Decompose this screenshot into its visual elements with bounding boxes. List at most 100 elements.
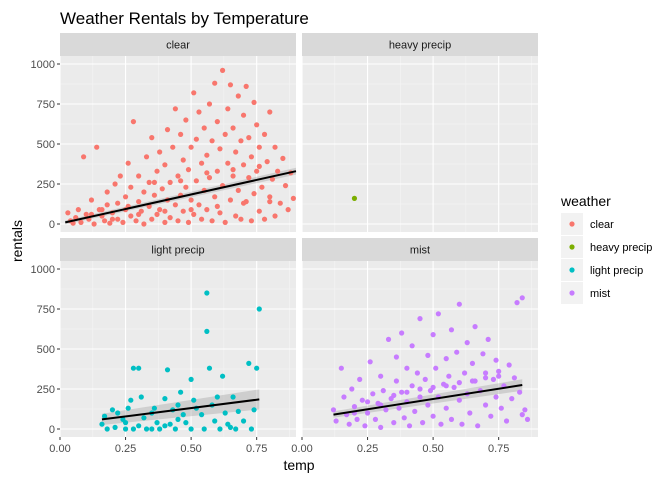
data-point (157, 207, 163, 213)
legend-label: mist (590, 288, 610, 300)
data-point (267, 109, 273, 115)
y-tick-label: 250 (37, 179, 55, 191)
data-point (206, 365, 213, 371)
y-tick-label: 750 (37, 304, 55, 316)
data-point (162, 208, 168, 214)
data-point (251, 99, 257, 105)
data-point (243, 83, 249, 89)
legend-item: mist (561, 282, 610, 304)
data-point (346, 421, 352, 427)
data-point (496, 368, 502, 374)
data-point (122, 194, 129, 200)
data-point (235, 408, 241, 414)
y-tick-label: 1000 (31, 264, 55, 276)
data-point (490, 376, 497, 382)
x-axis-title: temp (283, 457, 314, 473)
data-point (254, 365, 260, 371)
data-point (362, 423, 368, 429)
legend-item: light precip (561, 259, 643, 281)
data-point (372, 416, 379, 422)
data-point (391, 392, 397, 398)
data-point (154, 420, 160, 426)
data-point (222, 410, 228, 416)
data-point (175, 416, 181, 422)
data-point (285, 207, 291, 213)
data-point (188, 426, 194, 432)
data-point (115, 410, 121, 416)
data-point (256, 208, 262, 214)
facet-strip-label: clear (166, 40, 190, 52)
facet-strip (60, 33, 296, 56)
data-point (493, 357, 499, 363)
data-point (448, 327, 455, 333)
data-point (230, 125, 236, 131)
data-point (230, 167, 236, 173)
data-point (214, 168, 220, 174)
data-point (240, 418, 247, 424)
data-point (227, 197, 234, 203)
facet-strip (302, 238, 538, 261)
data-point (204, 207, 210, 213)
data-point (162, 423, 168, 429)
data-point (378, 424, 384, 430)
data-point (443, 356, 449, 362)
data-point (235, 187, 241, 193)
facet-strip (302, 33, 538, 56)
y-tick-label: 500 (37, 344, 55, 356)
data-point (425, 352, 431, 358)
data-point (272, 213, 278, 219)
data-point (393, 354, 399, 360)
data-point (128, 213, 134, 219)
data-point (130, 365, 137, 371)
data-point (193, 178, 199, 184)
y-tick-label: 250 (37, 384, 55, 396)
data-point (157, 426, 163, 432)
data-point (104, 189, 110, 195)
data-point (120, 219, 126, 225)
data-point (406, 423, 413, 429)
data-point (157, 149, 163, 155)
data-point (391, 420, 397, 426)
data-point (167, 179, 173, 185)
data-point (178, 131, 184, 137)
facet-panel: clear 0 250 500 750 1000 (31, 33, 297, 232)
data-point (404, 365, 410, 371)
data-point (238, 216, 244, 222)
data-point (267, 194, 273, 200)
data-point (141, 415, 147, 421)
data-point (420, 420, 426, 426)
data-point (130, 119, 137, 125)
data-point (435, 311, 441, 317)
chart-title: Weather Rentals by Temperature (60, 9, 309, 28)
data-point (149, 135, 155, 141)
data-point (511, 375, 517, 381)
data-point (191, 397, 197, 403)
data-point (380, 388, 386, 394)
legend-label: heavy precip (590, 242, 652, 254)
data-point (469, 378, 476, 384)
trend-line (65, 170, 297, 224)
x-tick-label: 0.75 (488, 443, 509, 455)
data-point (115, 200, 121, 206)
data-point (506, 362, 512, 368)
data-point (290, 195, 296, 201)
data-point (136, 365, 142, 371)
data-point (225, 160, 231, 166)
data-point (338, 365, 344, 371)
data-point (175, 218, 181, 224)
data-point (227, 82, 234, 88)
data-point (75, 207, 81, 213)
data-point (99, 421, 105, 427)
data-point (259, 184, 265, 190)
data-point (162, 396, 168, 402)
data-point (180, 412, 186, 418)
data-point (191, 211, 197, 217)
data-point (88, 197, 95, 203)
data-point (204, 290, 210, 296)
data-point (385, 336, 392, 342)
data-point (482, 402, 489, 408)
data-point (256, 144, 262, 150)
data-point (130, 426, 137, 432)
data-point (219, 373, 226, 379)
data-point (81, 154, 87, 160)
